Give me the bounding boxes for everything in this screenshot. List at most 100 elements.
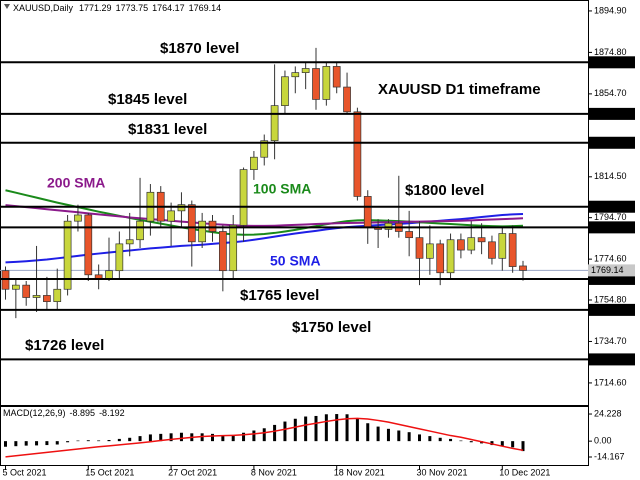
candle-body [446, 239, 455, 274]
candle-body [12, 284, 20, 290]
macd-bar [242, 432, 246, 442]
level-box [588, 303, 635, 316]
x-tick-label: 10 Dec 2021 [499, 467, 550, 477]
candle-body [322, 66, 331, 100]
macd-value: -8.895 [70, 408, 96, 418]
candle-body [250, 156, 258, 170]
candle-body [405, 231, 413, 239]
macd-bar [273, 424, 277, 442]
x-tick-label: 18 Nov 2021 [334, 467, 385, 477]
candle-body [353, 111, 362, 197]
candle-body [312, 68, 320, 100]
candle-body [84, 214, 93, 276]
candle-body [229, 224, 238, 272]
level-label: 1831.00 [591, 137, 624, 147]
sma-line [5, 204, 524, 227]
level-box [588, 107, 635, 120]
sma-label: 50 SMA [270, 253, 321, 269]
symbol: XAUUSD,Daily [13, 3, 74, 13]
macd-bar [138, 436, 142, 442]
signal-value: -8.192 [99, 408, 125, 418]
y-tick-label: 1854.70 [594, 88, 627, 98]
level-text: $1870 level [160, 40, 239, 57]
macd-bar [449, 438, 453, 442]
macd-bar [407, 432, 411, 442]
candle-body [239, 169, 248, 226]
macd-bar [324, 414, 328, 442]
signal-line [5, 417, 524, 458]
level-box [588, 136, 635, 149]
y-tick-label: 24.228 [594, 408, 622, 418]
macd-bar [86, 440, 90, 442]
level-label: 1726.00 [591, 354, 624, 364]
candle-body [32, 295, 41, 298]
y-tick-label: 1874.80 [594, 47, 627, 57]
y-tick-label: 1714.60 [594, 377, 627, 387]
y-tick-label: 1774.60 [594, 254, 627, 264]
macd-bar [221, 435, 225, 442]
candle-body [22, 284, 31, 298]
macd-bar [107, 440, 111, 442]
candle-body [208, 220, 217, 232]
candle-body [498, 233, 507, 259]
candle-body [291, 72, 300, 78]
macd-name: MACD(12,26,9) [3, 408, 66, 418]
candle-body [363, 196, 372, 228]
macd-bar [438, 437, 442, 442]
candle-body [281, 76, 289, 106]
macd-bar [459, 440, 463, 442]
level-text: $1831 level [128, 121, 207, 138]
candle-body [115, 243, 124, 272]
sma-line [5, 189, 524, 236]
level-label: 1845.00 [591, 108, 624, 118]
x-tick-label: 5 Oct 2021 [3, 467, 47, 477]
candle-body [488, 241, 496, 259]
y-tick-label: 1734.70 [594, 336, 627, 346]
candle-body [63, 220, 72, 290]
candle-body [384, 222, 393, 230]
level-text: $1750 level [292, 319, 371, 336]
candle-body [457, 239, 465, 251]
y-tick-label: -14.167 [594, 451, 625, 461]
level-box [588, 221, 635, 234]
level-box [588, 56, 635, 69]
candle-body [187, 204, 196, 243]
macd-bar [469, 441, 473, 443]
candle-body [415, 237, 424, 259]
macd-bar [314, 415, 318, 442]
level-box [588, 200, 635, 213]
candle-body [270, 105, 279, 142]
macd-bar [293, 418, 297, 442]
sma-label: 100 SMA [253, 181, 311, 197]
level-text: $1765 level [240, 287, 319, 304]
candle-body [477, 237, 486, 243]
macd-bar [376, 426, 380, 442]
candle-body [343, 86, 351, 113]
level-box [588, 353, 635, 366]
close: 1769.14 [189, 3, 222, 13]
price-box [588, 264, 635, 277]
macd-bar [211, 433, 214, 442]
open: 1771.29 [79, 3, 112, 13]
macd-bar [418, 434, 421, 442]
macd-bar [366, 423, 370, 442]
y-tick-label: 1814.50 [594, 171, 627, 181]
candle-body [260, 140, 269, 158]
level-text: $1726 level [25, 337, 104, 354]
macd-bar [500, 441, 504, 447]
y-tick-label: 1894.90 [594, 5, 627, 15]
macd-bar [397, 430, 401, 442]
candle-body [426, 243, 434, 259]
macd-bar [386, 428, 390, 442]
candle-body [53, 288, 62, 302]
x-tick-label: 15 Oct 2021 [85, 467, 134, 477]
high: 1773.75 [116, 3, 149, 13]
candle-body [508, 233, 517, 267]
macd-bar [355, 418, 359, 442]
macd-bar [169, 433, 173, 442]
candle-body [43, 295, 51, 302]
candle-body [105, 270, 113, 280]
macd-bar [428, 436, 432, 442]
macd-bar [179, 432, 183, 442]
macd-bar [66, 441, 70, 443]
